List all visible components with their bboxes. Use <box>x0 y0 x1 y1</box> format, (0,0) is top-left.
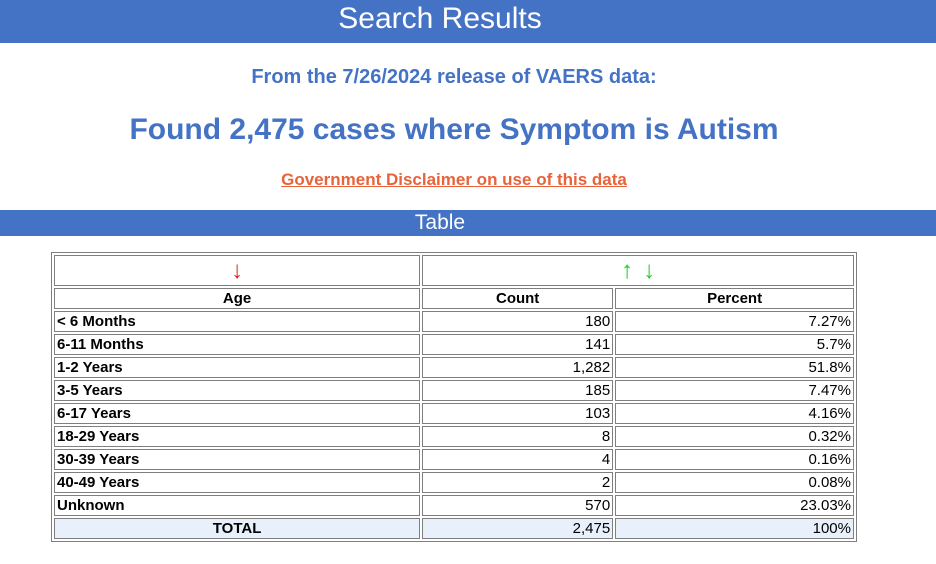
section-title: Table <box>414 211 466 234</box>
table-row: 1-2 Years 1,282 51.8% <box>54 357 854 378</box>
count-cell: 2 <box>422 472 614 493</box>
result-count-heading: Found 2,475 cases where Symptom is Autis… <box>129 113 779 146</box>
age-cell: 1-2 Years <box>54 357 421 378</box>
percent-cell: 0.16% <box>615 449 854 470</box>
percent-cell: 51.8% <box>615 357 854 378</box>
count-cell: 141 <box>422 334 614 355</box>
table-row: 30-39 Years 4 0.16% <box>54 449 854 470</box>
table-row: 6-17 Years 103 4.16% <box>54 403 854 424</box>
disclaimer-link[interactable]: Government Disclaimer on use of this dat… <box>281 170 627 189</box>
sort-descending-icon[interactable]: ↓ <box>643 257 656 284</box>
percent-cell: 4.16% <box>615 403 854 424</box>
sort-ascending-icon[interactable]: ↑ <box>621 257 634 284</box>
age-cell: < 6 Months <box>54 311 421 332</box>
section-header: Table <box>0 210 936 236</box>
table-row: 3-5 Years 185 7.47% <box>54 380 854 401</box>
percent-cell: 7.47% <box>615 380 854 401</box>
total-label: TOTAL <box>54 518 421 539</box>
percent-cell: 0.32% <box>615 426 854 447</box>
table-row: 18-29 Years 8 0.32% <box>54 426 854 447</box>
column-header-age: Age <box>54 288 421 309</box>
count-cell: 180 <box>422 311 614 332</box>
count-sort-cell: ↑ ↓ <box>422 255 854 286</box>
percent-cell: 0.08% <box>615 472 854 493</box>
age-cell: 18-29 Years <box>54 426 421 447</box>
column-header-count: Count <box>422 288 614 309</box>
total-percent: 100% <box>615 518 854 539</box>
disclaimer-container: Government Disclaimer on use of this dat… <box>0 170 908 190</box>
sort-row: ↓ ↑ ↓ <box>54 255 854 286</box>
count-cell: 8 <box>422 426 614 447</box>
percent-cell: 5.7% <box>615 334 854 355</box>
age-cell: 3-5 Years <box>54 380 421 401</box>
results-table: ↓ ↑ ↓ Age Count Percent < 6 Months 180 7.27… <box>51 252 857 542</box>
table-header-row: Age Count Percent <box>54 288 854 309</box>
age-cell: 40-49 Years <box>54 472 421 493</box>
age-sort-cell: ↓ <box>54 255 421 286</box>
release-info: From the 7/26/2024 release of VAERS data… <box>251 66 657 88</box>
count-cell: 570 <box>422 495 614 516</box>
table-row: < 6 Months 180 7.27% <box>54 311 854 332</box>
total-count: 2,475 <box>422 518 614 539</box>
count-cell: 185 <box>422 380 614 401</box>
page-header: Search Results <box>0 0 936 43</box>
column-header-percent: Percent <box>615 288 854 309</box>
count-cell: 4 <box>422 449 614 470</box>
age-cell: 6-11 Months <box>54 334 421 355</box>
sort-descending-icon[interactable]: ↓ <box>231 257 244 284</box>
table-row: 6-11 Months 141 5.7% <box>54 334 854 355</box>
age-cell: Unknown <box>54 495 421 516</box>
percent-cell: 23.03% <box>615 495 854 516</box>
table-row: Unknown 570 23.03% <box>54 495 854 516</box>
page-title: Search Results <box>338 2 542 35</box>
age-cell: 30-39 Years <box>54 449 421 470</box>
table-row: 40-49 Years 2 0.08% <box>54 472 854 493</box>
count-cell: 103 <box>422 403 614 424</box>
percent-cell: 7.27% <box>615 311 854 332</box>
count-cell: 1,282 <box>422 357 614 378</box>
total-row: TOTAL 2,475 100% <box>54 518 854 539</box>
age-cell: 6-17 Years <box>54 403 421 424</box>
